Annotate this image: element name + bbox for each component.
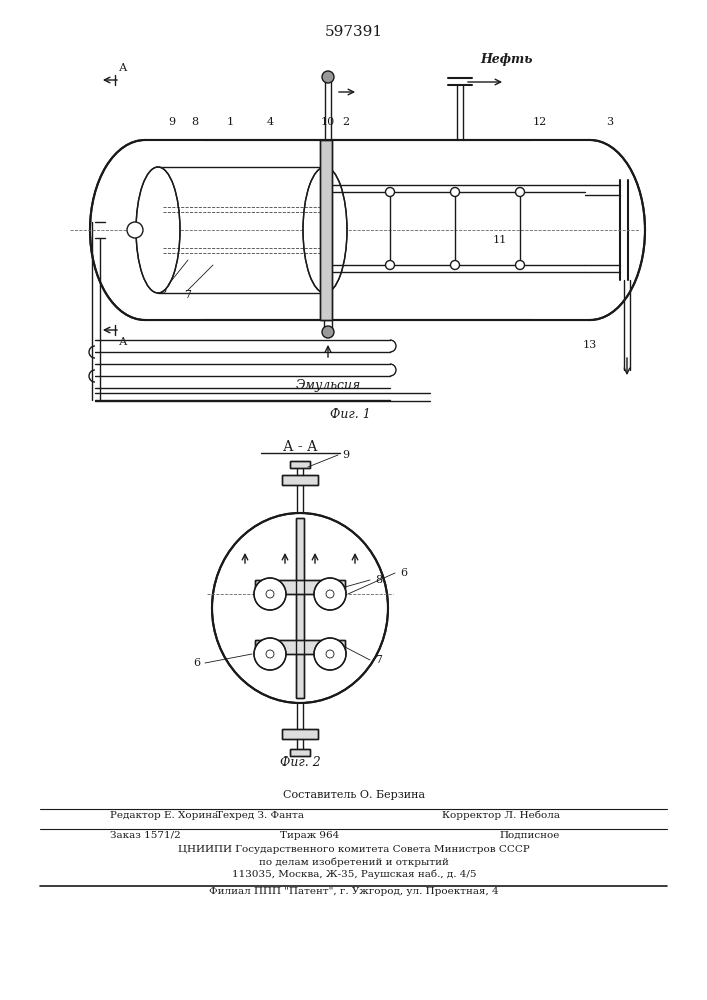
Circle shape <box>127 222 143 238</box>
Text: 7: 7 <box>375 655 382 665</box>
Ellipse shape <box>303 167 347 293</box>
Text: Тираж 964: Тираж 964 <box>281 830 339 840</box>
Bar <box>255 640 345 654</box>
Bar <box>290 461 310 468</box>
Circle shape <box>322 326 334 338</box>
Text: 2: 2 <box>342 117 349 127</box>
Text: 4: 4 <box>267 117 274 127</box>
Text: Эмульсия: Эмульсия <box>296 378 361 391</box>
Text: Техред З. Фанта: Техред З. Фанта <box>216 810 304 820</box>
Bar <box>290 461 310 468</box>
Bar <box>282 475 318 485</box>
Text: Филиал ППП "Патент", г. Ужгород, ул. Проектная, 4: Филиал ППП "Патент", г. Ужгород, ул. Про… <box>209 888 499 896</box>
Text: Нефть: Нефть <box>480 53 532 66</box>
Text: 7: 7 <box>185 290 192 300</box>
Bar <box>145 140 202 320</box>
Bar <box>255 580 345 594</box>
Text: 11: 11 <box>143 220 157 230</box>
Bar <box>296 518 304 698</box>
Circle shape <box>254 638 286 670</box>
Circle shape <box>450 188 460 196</box>
Text: А: А <box>119 63 127 73</box>
Text: Корректор Л. Небола: Корректор Л. Небола <box>442 810 560 820</box>
Text: 10: 10 <box>321 117 335 127</box>
Text: ЦНИИПИ Государственного комитета Совета Министров СССР: ЦНИИПИ Государственного комитета Совета … <box>178 846 530 854</box>
Text: 597391: 597391 <box>325 25 383 39</box>
Text: 13: 13 <box>583 340 597 350</box>
Bar <box>320 140 332 320</box>
Bar <box>533 140 590 320</box>
Text: 12: 12 <box>533 117 547 127</box>
Text: Подписное: Подписное <box>500 830 560 840</box>
Text: 113035, Москва, Ж-35, Раушская наб., д. 4/5: 113035, Москва, Ж-35, Раушская наб., д. … <box>232 869 477 879</box>
Circle shape <box>314 578 346 610</box>
Ellipse shape <box>535 140 645 320</box>
Circle shape <box>254 578 286 610</box>
Bar <box>290 749 310 756</box>
Text: 6: 6 <box>193 658 200 668</box>
Text: 8: 8 <box>375 575 382 585</box>
Ellipse shape <box>212 513 388 703</box>
Text: А - А: А - А <box>283 440 317 454</box>
Text: 1: 1 <box>226 117 233 127</box>
Ellipse shape <box>136 167 180 293</box>
Text: 9: 9 <box>342 450 349 460</box>
Text: 3: 3 <box>607 117 614 127</box>
Circle shape <box>314 638 346 670</box>
Text: 9: 9 <box>168 117 175 127</box>
Circle shape <box>385 188 395 196</box>
Text: Составитель О. Берзина: Составитель О. Берзина <box>283 790 425 800</box>
Bar <box>320 140 332 320</box>
Circle shape <box>515 188 525 196</box>
Ellipse shape <box>90 140 200 320</box>
Bar <box>296 518 304 698</box>
Bar <box>255 580 345 594</box>
Text: 11: 11 <box>493 235 507 245</box>
Bar <box>255 640 345 654</box>
Circle shape <box>450 260 460 269</box>
Circle shape <box>385 260 395 269</box>
Text: 6: 6 <box>400 568 407 578</box>
Text: Фиг. 2: Фиг. 2 <box>280 756 320 768</box>
Text: Фиг. 1: Фиг. 1 <box>329 408 370 422</box>
Circle shape <box>515 260 525 269</box>
Bar <box>282 729 318 739</box>
Bar <box>282 475 318 485</box>
Bar <box>282 729 318 739</box>
Text: А: А <box>119 337 127 347</box>
Text: Редактор Е. Хорина: Редактор Е. Хорина <box>110 810 218 820</box>
Text: Заказ 1571/2: Заказ 1571/2 <box>110 830 181 840</box>
Bar <box>290 749 310 756</box>
Text: 6: 6 <box>160 285 167 295</box>
Text: 8: 8 <box>192 117 199 127</box>
Text: по делам изобретений и открытий: по делам изобретений и открытий <box>259 857 449 867</box>
Circle shape <box>322 71 334 83</box>
